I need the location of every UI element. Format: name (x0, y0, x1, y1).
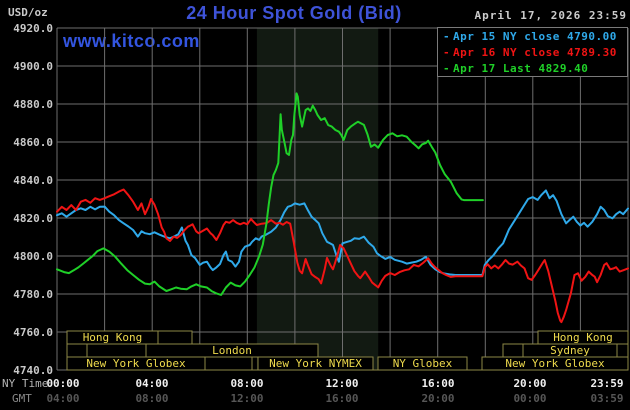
legend-item-apr15: - Apr 15 NY close 4790.00 (443, 29, 627, 45)
x-axis-tick-ny: 12:00 (325, 377, 358, 390)
y-axis-tick-label: 4920.0 (13, 22, 53, 35)
x-axis-tick-gmt: 04:00 (46, 392, 79, 405)
x-axis-tick-ny: 23:59 (590, 377, 623, 390)
y-axis-tick-label: 4760.0 (13, 326, 53, 339)
session-label: NY Globex (393, 357, 453, 370)
session-label: New York Globex (86, 357, 186, 370)
session-box (502, 343, 524, 358)
session-label: London (212, 344, 252, 357)
datetime-label: April 17, 2026 23:59 (474, 9, 627, 22)
legend-item-apr17: - Apr 17 Last 4829.40 (443, 61, 627, 77)
legend-label: Apr 16 NY close 4789.30 (453, 46, 617, 59)
y-axis-tick-label: 4880.0 (13, 98, 53, 111)
y-axis-units-label: USD/oz (8, 6, 48, 19)
legend-label: Apr 17 Last 4829.40 (453, 62, 589, 75)
x-axis-tick-gmt: 16:00 (325, 392, 358, 405)
legend-dash-icon: - (443, 30, 451, 43)
y-axis-tick-label: 4800.0 (13, 250, 53, 263)
session-box (66, 343, 88, 358)
nymex-session-band (256, 28, 379, 370)
page-title: 24 Hour Spot Gold (Bid) (186, 3, 402, 23)
session-box (377, 356, 468, 371)
y-axis-tick-label: 4820.0 (13, 212, 53, 225)
session-box (157, 330, 193, 345)
session-label: Hong Kong (553, 331, 613, 344)
x-axis-tick-gmt: 08:00 (135, 392, 168, 405)
y-axis-tick-label: 4780.0 (13, 288, 53, 301)
y-axis-tick-label: 4860.0 (13, 136, 53, 149)
y-axis-tick-label: 4840.0 (13, 174, 53, 187)
session-label: Hong Kong (83, 331, 143, 344)
ny-time-row-label: NY Time (2, 377, 48, 390)
x-axis-tick-ny: 00:00 (46, 377, 79, 390)
x-axis-tick-ny: 04:00 (135, 377, 168, 390)
session-label: New York Globex (505, 357, 605, 370)
series-line-apr16 (56, 188, 629, 324)
session-box (616, 343, 629, 358)
legend-label: Apr 15 NY close 4790.00 (453, 30, 617, 43)
series-line-apr17 (56, 92, 484, 296)
x-axis-tick-gmt: 12:00 (230, 392, 263, 405)
y-axis-tick-label: 4900.0 (13, 60, 53, 73)
kitco-watermark-link[interactable]: www.kitco.com (63, 31, 200, 51)
session-label: New York NYMEX (269, 357, 362, 370)
session-label: Sydney (550, 344, 590, 357)
session-box (204, 356, 253, 371)
legend-item-apr16: - Apr 16 NY close 4789.30 (443, 45, 627, 61)
x-axis-tick-ny: 20:00 (513, 377, 546, 390)
legend: - Apr 15 NY close 4790.00 - Apr 16 NY clos… (437, 27, 628, 77)
y-axis-tick-label: 4740.0 (13, 364, 53, 377)
x-axis-tick-gmt: 20:00 (421, 392, 454, 405)
x-axis-tick-gmt: 00:00 (513, 392, 546, 405)
session-box (257, 356, 374, 371)
legend-dash-icon: - (443, 46, 451, 59)
legend-dash-icon: - (443, 62, 451, 75)
x-axis-tick-gmt: 03:59 (590, 392, 623, 405)
session-box (481, 356, 629, 371)
x-axis-tick-ny: 08:00 (230, 377, 263, 390)
session-box (86, 343, 147, 358)
series-line-apr15 (56, 189, 629, 276)
x-axis-tick-ny: 16:00 (421, 377, 454, 390)
gmt-row-label: GMT (12, 392, 32, 405)
